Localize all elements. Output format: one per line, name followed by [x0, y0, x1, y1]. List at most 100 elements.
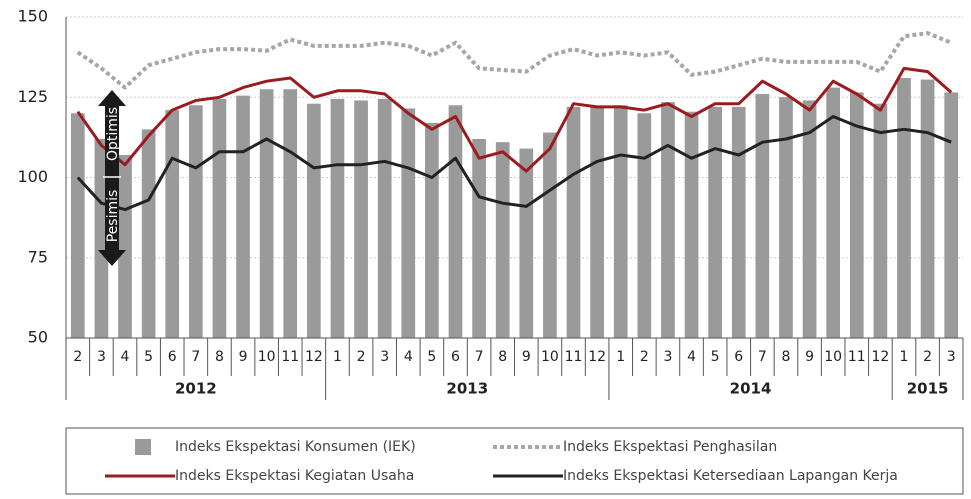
- x-tick-label: 10: [541, 349, 559, 365]
- bar: [283, 89, 298, 338]
- x-tick-label: 6: [451, 349, 460, 365]
- x-tick-label: 6: [168, 349, 177, 365]
- x-tick-label: 1: [900, 349, 909, 365]
- double-arrow: [98, 90, 126, 266]
- x-tick-label: 4: [404, 349, 413, 365]
- bar: [141, 129, 156, 338]
- bar: [118, 155, 132, 338]
- year-label: 2013: [446, 380, 488, 398]
- bar: [188, 105, 203, 339]
- bar: [779, 97, 793, 338]
- bar: [377, 98, 392, 338]
- bar: [637, 113, 652, 338]
- x-tick-label: 9: [522, 349, 531, 365]
- y-tick-label: 125: [17, 87, 48, 106]
- x-tick-label: 3: [380, 349, 389, 365]
- bar: [684, 111, 699, 338]
- bar: [70, 113, 85, 338]
- annotation-upper: Optimis: [105, 107, 121, 161]
- bar: [826, 87, 841, 339]
- bar: [330, 98, 345, 338]
- bar: [307, 103, 321, 338]
- year-label: 2012: [175, 380, 217, 398]
- legend-label: Indeks Ekspektasi Ketersediaan Lapangan …: [563, 468, 898, 484]
- bar: [236, 95, 250, 339]
- x-tick-label: 12: [588, 349, 606, 365]
- bar: [354, 100, 368, 339]
- x-tick-label: 3: [97, 349, 106, 365]
- bar: [708, 106, 722, 338]
- legend-label: Indeks Ekspektasi Kegiatan Usaha: [175, 468, 414, 484]
- bar: [94, 138, 109, 338]
- year-label: 2015: [907, 380, 949, 398]
- bar: [755, 94, 770, 338]
- bar: [519, 148, 534, 338]
- year-label: 2014: [730, 380, 772, 398]
- bar: [212, 98, 227, 338]
- y-tick-label: 100: [17, 167, 48, 186]
- bar: [849, 92, 864, 338]
- x-tick-label: 2: [640, 349, 649, 365]
- x-tick-label: 5: [427, 349, 436, 365]
- x-tick-label: 4: [687, 349, 696, 365]
- bar: [661, 102, 675, 338]
- x-tick-label: 11: [565, 349, 583, 365]
- x-tick-label: 2: [357, 349, 366, 365]
- x-tick-label: 2: [923, 349, 932, 365]
- bar: [472, 138, 486, 338]
- bar: [495, 142, 510, 338]
- x-tick-label: 7: [475, 349, 484, 365]
- y-tick-label: 150: [17, 7, 48, 26]
- annotation-lower: Pesimis: [105, 190, 121, 243]
- bar: [802, 100, 817, 339]
- bar: [613, 105, 628, 339]
- bar: [259, 89, 274, 338]
- x-tick-label: 11: [281, 349, 299, 365]
- bar: [566, 106, 581, 338]
- bar: [897, 77, 911, 339]
- x-tick-label: 7: [191, 349, 200, 365]
- bar: [920, 79, 935, 338]
- x-tick-label: 12: [871, 349, 889, 365]
- x-tick-label: 1: [616, 349, 625, 365]
- legend-swatch: [135, 439, 151, 455]
- x-tick-label: 9: [805, 349, 814, 365]
- x-tick-label: 3: [663, 349, 672, 365]
- bar: [944, 92, 959, 338]
- y-tick-label: 50: [28, 328, 48, 347]
- line-series: [76, 115, 952, 212]
- line-series: [76, 31, 952, 90]
- x-tick-label: 11: [848, 349, 866, 365]
- x-tick-label: 9: [239, 349, 248, 365]
- x-tick-label: 8: [781, 349, 790, 365]
- bar: [590, 106, 604, 338]
- bar: [448, 105, 463, 339]
- line-series: [76, 66, 953, 173]
- x-tick-label: 5: [711, 349, 720, 365]
- y-tick-label: 75: [28, 247, 48, 266]
- legend-label: Indeks Ekspektasi Penghasilan: [563, 439, 777, 455]
- x-tick-label: 7: [758, 349, 767, 365]
- x-tick-label: 6: [734, 349, 743, 365]
- x-tick-label: 2: [73, 349, 82, 365]
- x-tick-label: 5: [144, 349, 153, 365]
- bar: [401, 108, 416, 338]
- bar: [873, 103, 888, 338]
- x-tick-label: 8: [215, 349, 224, 365]
- x-tick-label: 3: [947, 349, 956, 365]
- x-tick-label: 10: [258, 349, 276, 365]
- x-tick-label: 10: [824, 349, 842, 365]
- legend-box: [65, 427, 964, 495]
- x-tick-label: 8: [498, 349, 507, 365]
- x-tick-label: 1: [333, 349, 342, 365]
- legend-label: Indeks Ekspektasi Konsumen (IEK): [175, 439, 416, 455]
- bar: [425, 122, 439, 339]
- bar: [165, 110, 180, 338]
- x-tick-label: 4: [121, 349, 130, 365]
- x-tick-label: 12: [305, 349, 323, 365]
- bar: [731, 106, 746, 338]
- bar: [543, 132, 557, 338]
- annotation: Optimis Pesimis: [98, 90, 126, 266]
